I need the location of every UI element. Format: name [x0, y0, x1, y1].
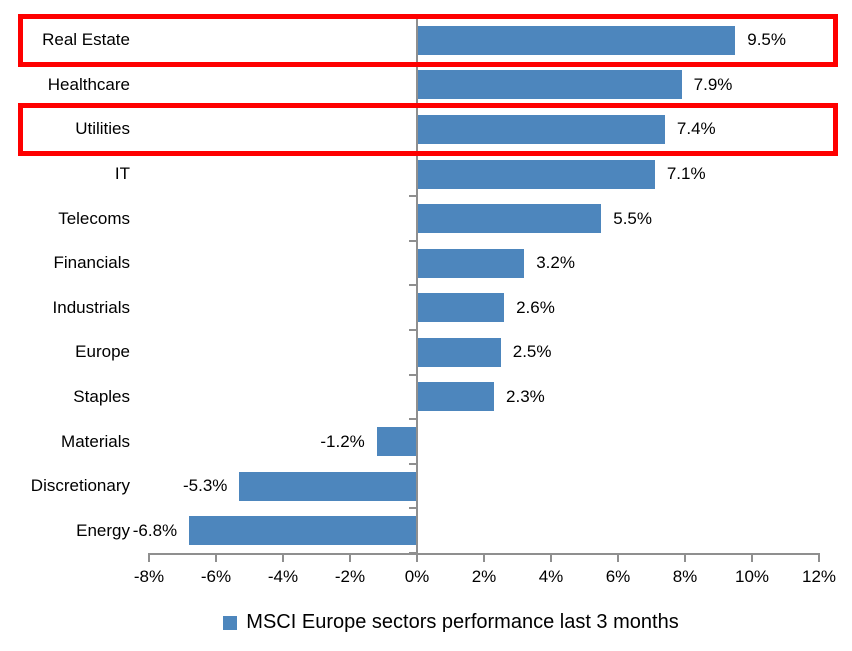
value-axis-tick-label: 0%: [404, 567, 430, 586]
category-axis-line: [416, 18, 418, 555]
bar: [417, 70, 682, 100]
value-axis-tick: [751, 553, 753, 562]
bar: [417, 114, 665, 144]
value-axis-tick-label: -8%: [133, 567, 165, 586]
category-tick: [409, 239, 416, 242]
bar: [239, 471, 417, 501]
legend-swatch-icon: [223, 615, 238, 630]
category-label: Financials: [53, 253, 130, 273]
value-axis-tick: [684, 553, 686, 562]
value-axis-tick-label: 8%: [672, 567, 698, 586]
value-axis-tick-label: -4%: [267, 567, 299, 586]
value-label: 2.5%: [512, 342, 552, 362]
category-tick: [409, 462, 416, 465]
category-tick: [409, 418, 416, 421]
value-axis-tick: [818, 553, 820, 562]
bar: [417, 204, 602, 234]
bar: [417, 159, 655, 189]
value-label: 9.5%: [747, 30, 786, 50]
highlight-box: [18, 13, 838, 68]
value-axis-tick-label: 12%: [801, 567, 837, 586]
category-label: Utilities: [75, 119, 130, 139]
value-axis-tick-label: 6%: [605, 567, 631, 586]
category-label: Telecoms: [58, 208, 130, 228]
legend: MSCI Europe sectors performance last 3 m…: [25, 611, 852, 634]
value-label: 5.5%: [613, 208, 652, 228]
value-label: 2.3%: [506, 386, 545, 406]
value-axis-tick-label: -6%: [200, 567, 232, 586]
value-label: -5.3%: [183, 476, 228, 496]
bar: [417, 382, 495, 412]
category-tick: [409, 551, 416, 554]
value-label: 7.9%: [693, 74, 733, 94]
bar: [417, 25, 736, 55]
category-label: Materials: [61, 431, 130, 451]
value-label: -6.8%: [132, 520, 178, 540]
category-label: Industrials: [52, 297, 130, 317]
value-axis-tick-label: 2%: [471, 567, 497, 586]
category-label: Europe: [75, 342, 130, 362]
value-axis-tick: [215, 553, 217, 562]
category-label: Healthcare: [47, 74, 130, 94]
value-label: -1.2%: [320, 431, 365, 451]
bar: [189, 516, 417, 546]
value-axis-tick: [550, 553, 552, 562]
highlight-box: [18, 102, 838, 157]
value-axis-tick-label: 10%: [734, 567, 770, 586]
value-axis-tick-label: 4%: [538, 567, 564, 586]
category-label: Staples: [73, 386, 130, 406]
category-label: IT: [114, 164, 130, 184]
bar: [417, 337, 501, 367]
bar: [417, 293, 505, 323]
bar: [417, 248, 525, 278]
value-axis-tick: [483, 553, 485, 562]
category-tick: [409, 195, 416, 198]
value-axis-tick-label: -2%: [334, 567, 366, 586]
category-label: Real Estate: [42, 30, 130, 50]
value-label: 3.2%: [536, 253, 575, 273]
value-axis-tick: [617, 553, 619, 562]
category-label: Discretionary: [30, 476, 130, 496]
category-label: Energy: [76, 520, 130, 540]
category-tick: [409, 329, 416, 332]
value-axis-tick: [416, 553, 418, 562]
value-axis-tick: [282, 553, 284, 562]
category-tick: [409, 284, 416, 287]
category-tick: [409, 507, 416, 510]
value-label: 2.6%: [516, 297, 555, 317]
value-label: 7.1%: [666, 164, 706, 184]
value-axis-tick: [349, 553, 351, 562]
legend-label: MSCI Europe sectors performance last 3 m…: [246, 611, 679, 633]
category-tick: [409, 373, 416, 376]
value-label: 7.4%: [676, 119, 716, 139]
bar: [376, 427, 417, 456]
value-axis-tick: [148, 553, 150, 562]
